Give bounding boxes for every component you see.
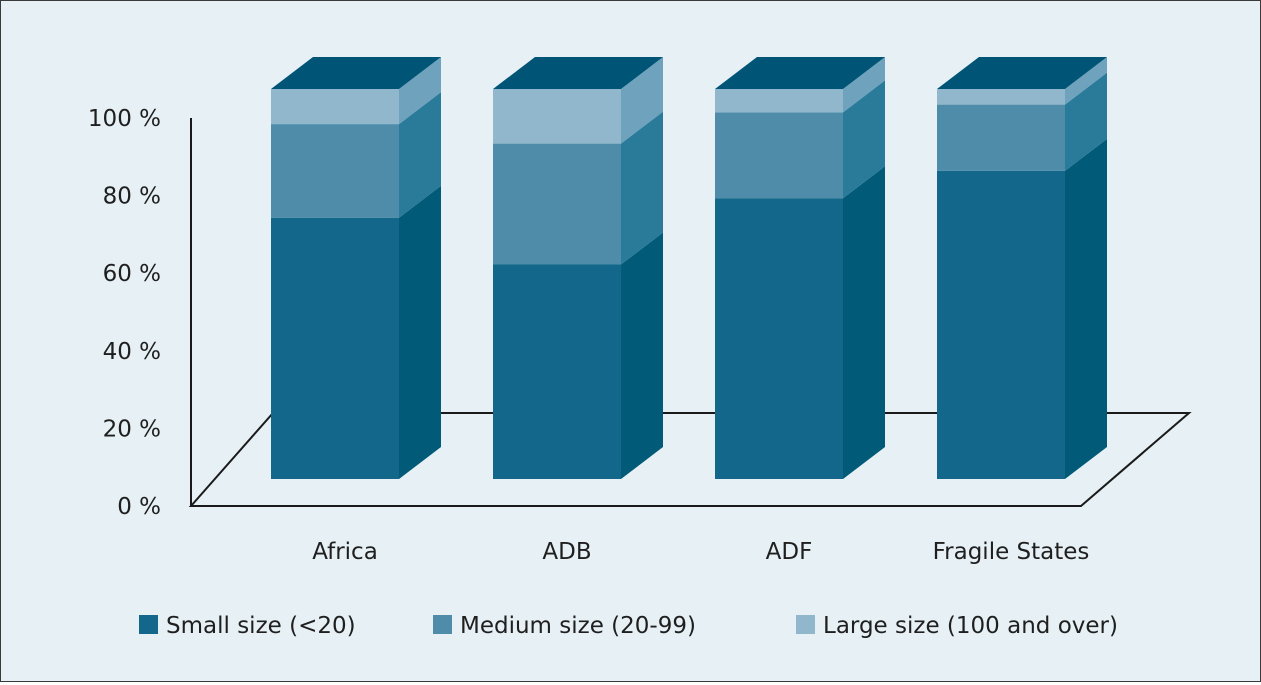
- legend-label: Small size (<20): [166, 613, 356, 639]
- y-tick-label: 20 %: [103, 416, 161, 442]
- bars: [271, 57, 1107, 479]
- bar-segment-large: [715, 89, 843, 113]
- bar-segment-large: [271, 89, 399, 125]
- legend-swatch: [139, 615, 158, 634]
- bar-segment-small: [715, 198, 843, 479]
- y-tick-label: 0 %: [117, 494, 161, 520]
- bar-segment-large: [493, 89, 621, 144]
- legend-item-medium: Medium size (20-99): [433, 613, 696, 639]
- legend-label: Medium size (20-99): [460, 613, 696, 639]
- bar-fragile-states: [937, 57, 1107, 479]
- legend-swatch: [796, 615, 815, 634]
- bar-side-large: [1065, 57, 1107, 105]
- bar-top: [937, 57, 1107, 89]
- x-category-label: Africa: [312, 539, 378, 565]
- x-category-label: Fragile States: [933, 539, 1090, 565]
- legend-item-small: Small size (<20): [139, 613, 356, 639]
- bar-side-small: [1065, 138, 1107, 479]
- x-axis-labels: Africa ADB ADF Fragile States: [312, 539, 1089, 565]
- y-tick-label: 100 %: [88, 106, 161, 132]
- floor-plane: [188, 412, 1192, 507]
- bar-side-medium: [621, 111, 663, 265]
- axes: [188, 118, 1192, 507]
- legend-item-large: Large size (100 and over): [796, 613, 1118, 639]
- bar-segment-medium: [715, 112, 843, 199]
- bar-side-medium: [399, 92, 441, 218]
- bar-adf: [715, 57, 885, 479]
- bar-side-small: [621, 232, 663, 479]
- bar-segment-medium: [937, 104, 1065, 171]
- bar-side-medium: [843, 80, 885, 199]
- bar-segment-medium: [271, 124, 399, 218]
- x-category-label: ADB: [542, 539, 591, 565]
- bar-side-medium: [1065, 72, 1107, 171]
- bar-side-small: [399, 185, 441, 479]
- x-category-label: ADF: [766, 539, 813, 565]
- bar-side-large: [399, 57, 441, 125]
- bar-segment-small: [271, 217, 399, 479]
- legend-label: Large size (100 and over): [823, 613, 1118, 639]
- bar-side-small: [843, 166, 885, 479]
- bar-segment-medium: [493, 143, 621, 265]
- bar-segment-small: [493, 264, 621, 479]
- bar-segment-large: [937, 89, 1065, 105]
- legend-swatch: [433, 615, 452, 634]
- bar-top: [715, 57, 885, 89]
- bar-africa: [271, 57, 441, 479]
- bar-side-large: [843, 57, 885, 113]
- y-tick-label: 80 %: [103, 184, 161, 210]
- bar-top: [493, 57, 663, 89]
- y-axis-ticks: 0 % 20 % 40 % 60 % 80 % 100 %: [88, 106, 161, 520]
- bar-side-large: [621, 57, 663, 144]
- y-tick-label: 60 %: [103, 261, 161, 287]
- y-tick-label: 40 %: [103, 339, 161, 365]
- bar-top: [271, 57, 441, 89]
- bar-adb: [493, 57, 663, 479]
- legend: Small size (<20) Medium size (20-99) Large…: [139, 613, 1118, 639]
- bar-segment-small: [937, 170, 1065, 479]
